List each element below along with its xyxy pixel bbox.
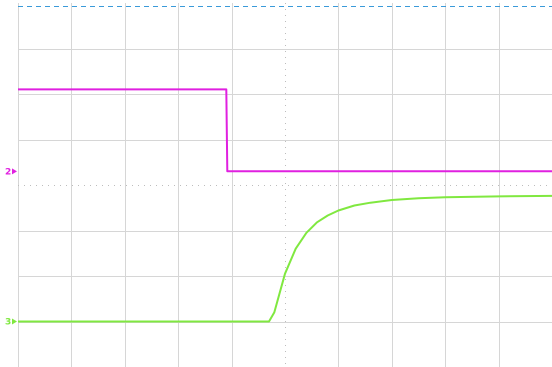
trace-3	[18, 194, 552, 323]
traces	[18, 88, 552, 323]
channel-3-label: 3	[5, 318, 11, 328]
channel-2-arrow	[12, 168, 17, 175]
channel-3-marker: 3	[5, 318, 17, 328]
trace-2	[18, 88, 552, 173]
channel-2-marker: 2	[5, 167, 17, 177]
graticule	[18, 3, 552, 367]
channel-markers: 23	[5, 167, 17, 328]
channel-2-label: 2	[5, 167, 11, 177]
channel-3-arrow	[12, 318, 17, 325]
